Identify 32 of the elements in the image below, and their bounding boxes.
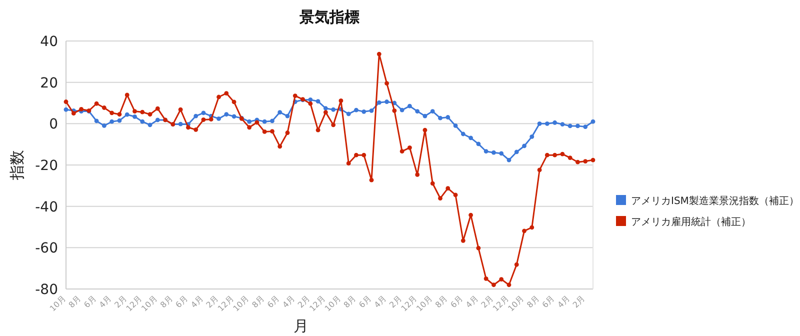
x-tick-label: 8月	[67, 294, 83, 310]
x-tick-label: 2月	[296, 294, 312, 310]
legend-label: アメリカISM製造業景況指数（補正）	[631, 195, 799, 207]
x-tick-label: 10月	[323, 294, 342, 314]
x-tick-label: 8月	[250, 294, 266, 310]
x-tick-label: 4月	[464, 294, 480, 310]
x-tick-label: 8月	[525, 294, 541, 310]
x-tick-label: 6月	[266, 294, 282, 310]
y-tick-label: -40	[35, 199, 58, 216]
y-tick-label: -60	[35, 240, 58, 257]
x-tick-label: 6月	[174, 294, 190, 310]
y-axis-title: 指数	[8, 150, 26, 181]
legend-label: アメリカ雇用統計（補正）	[631, 216, 751, 228]
x-tick-label: 8月	[342, 294, 358, 310]
x-tick-label: 4月	[280, 294, 297, 310]
y-tick-label: -20	[35, 158, 58, 174]
x-tick-label: 6月	[82, 294, 98, 310]
x-tick-label: 8月	[434, 294, 450, 310]
x-axis-title: 月	[294, 317, 308, 335]
y-tick-label: 0	[49, 116, 58, 133]
x-tick-label: 8月	[158, 294, 174, 310]
x-tick-label: 4月	[556, 294, 572, 310]
chart-title: 景気指標	[298, 8, 360, 26]
x-tick-label: 2月	[571, 294, 587, 310]
x-tick-label: 6月	[540, 294, 556, 310]
x-tick-label: 4月	[372, 294, 388, 310]
y-tick-label: 40	[40, 34, 58, 50]
x-tick-label: 4月	[98, 294, 114, 310]
x-tick-label: 6月	[357, 294, 373, 310]
x-tick-label: 4月	[189, 294, 205, 310]
x-tick-label: 6月	[448, 294, 465, 310]
y-tick-label: 20	[40, 75, 58, 92]
